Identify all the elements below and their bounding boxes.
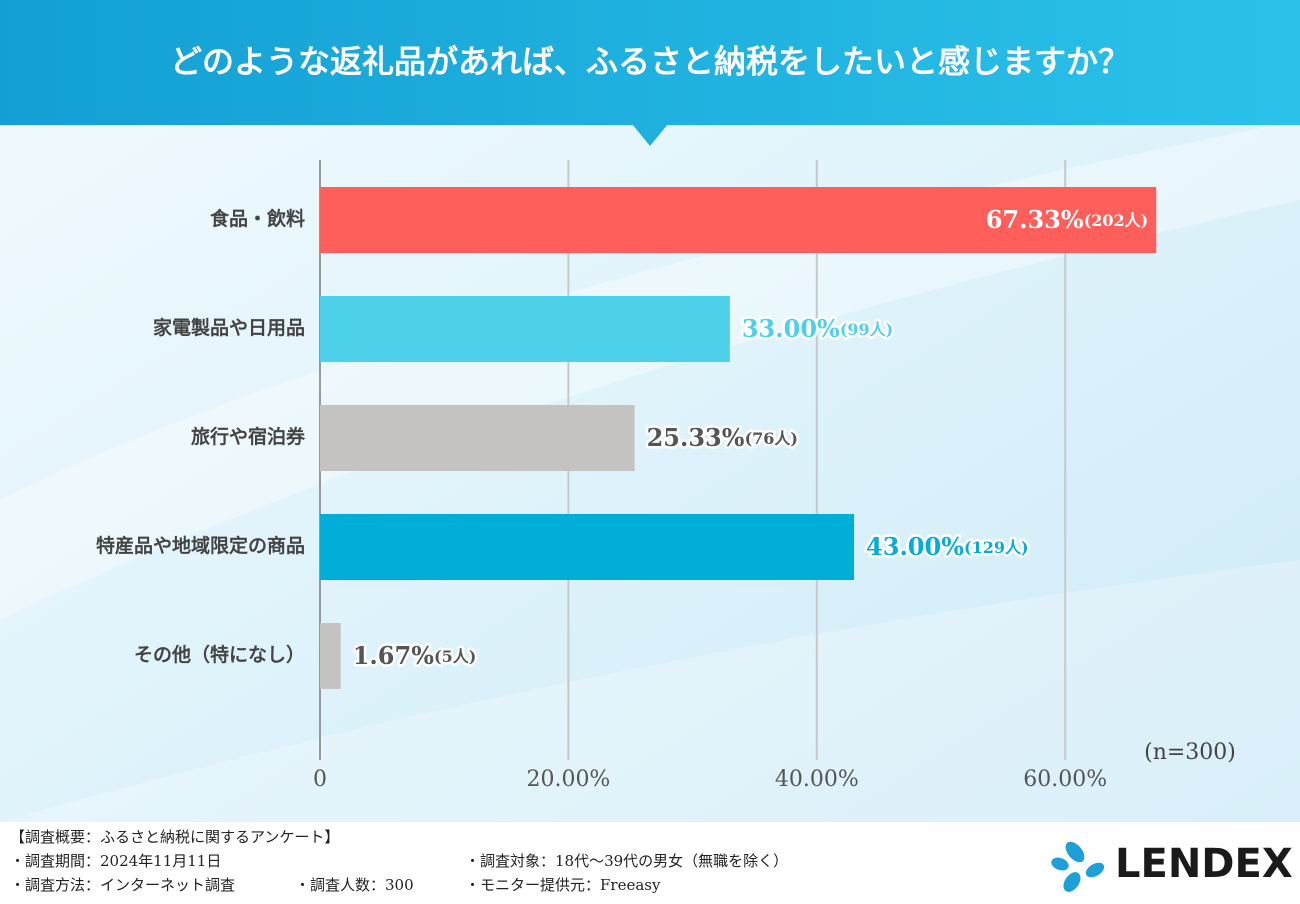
bar <box>320 405 635 471</box>
value-count: (76人) <box>745 429 798 448</box>
value-label: 1.67%(5人) <box>353 641 477 670</box>
footer-text: ・モニター提供元：Freeasy <box>465 876 661 894</box>
y-tick-label: 旅行や宿泊券 <box>191 425 306 448</box>
bar <box>320 296 730 362</box>
value-count: (129人) <box>964 538 1029 557</box>
footer-text: ・調査期間：2024年11月11日 <box>10 852 221 870</box>
y-tick-label: 特産品や地域限定の商品 <box>96 534 305 557</box>
value-label: 33.00%(99人) <box>742 314 893 343</box>
footer-text: ・調査人数：300 <box>295 876 414 894</box>
title-banner <box>0 0 1300 125</box>
bar <box>320 623 341 689</box>
bar <box>320 187 1157 253</box>
y-tick-label: その他（特になし） <box>134 643 305 666</box>
footer-text: ・調査方法：インターネット調査 <box>10 876 235 894</box>
decoration <box>0 560 1300 822</box>
value-percent: 33.00% <box>742 314 840 343</box>
chart-title: どのような返礼品があれば、ふるさと納税をしたいと感じますか？ <box>170 43 1130 81</box>
logo-text: LENDEX <box>1115 841 1293 887</box>
banner-pointer <box>632 124 668 146</box>
value-count: (99人) <box>840 320 893 339</box>
x-tick-label: 20.00% <box>526 767 610 792</box>
x-tick-label: 0 <box>313 767 327 792</box>
value-percent: 67.33% <box>986 205 1084 234</box>
value-count: (202人) <box>1084 211 1149 230</box>
x-tick-label: 60.00% <box>1023 767 1107 792</box>
footer-heading: 【調査概要：ふるさと納税に関するアンケート】 <box>10 828 339 846</box>
bar <box>320 514 855 580</box>
footer-text: ・調査対象：18代～39代の男女（無職を除く） <box>465 852 788 870</box>
sample-note: (n=300) <box>1144 740 1236 765</box>
value-percent: 43.00% <box>866 532 964 561</box>
value-label: 43.00%(129人) <box>866 532 1029 561</box>
value-label: 67.33%(202人) <box>986 205 1149 234</box>
x-tick-label: 40.00% <box>775 767 859 792</box>
value-percent: 25.33% <box>647 423 745 452</box>
y-tick-label: 食品・飲料 <box>210 207 305 230</box>
footer-background <box>0 822 1300 900</box>
logo: LENDEX <box>1051 841 1293 892</box>
value-count: (5人) <box>434 647 476 666</box>
value-label: 25.33%(76人) <box>647 423 798 452</box>
y-tick-label: 家電製品や日用品 <box>153 316 305 339</box>
value-percent: 1.67% <box>353 641 434 670</box>
